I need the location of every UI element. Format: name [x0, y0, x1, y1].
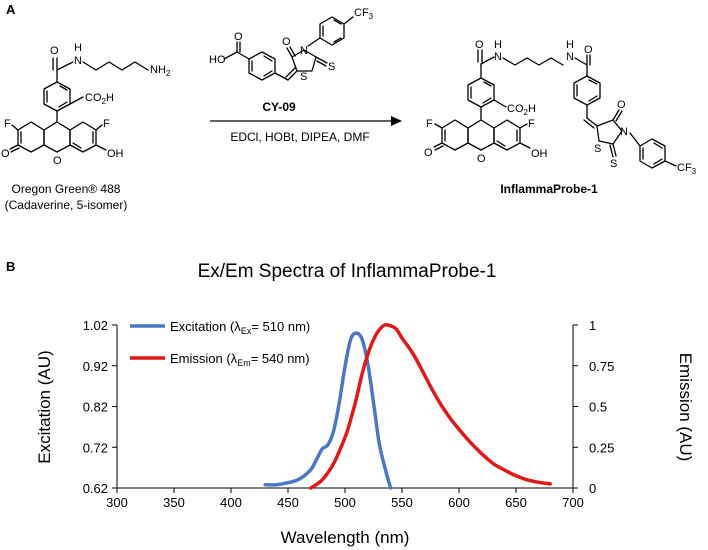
sm-amide-h: H [74, 42, 82, 54]
right-tick-label: 1 [589, 318, 596, 333]
x-tick-labels: 300 350 400 450 500 550 600 650 700 [106, 488, 584, 510]
right-tick-label: 0.5 [589, 400, 607, 415]
cy09-acid-o: O [234, 31, 243, 43]
left-axis-label: Excitation (AU) [35, 350, 54, 463]
product-name: InflammaProbe-1 [500, 182, 598, 196]
x-tick-label: 300 [106, 495, 128, 510]
legend-label-emission: Emission (λEm= 540 nm) [170, 351, 310, 368]
legend: Excitation (λEx= 510 nm) Emission (λEm= … [130, 319, 310, 368]
product-n-left: N [494, 51, 502, 63]
cy09-ring-s: S [300, 71, 307, 83]
excitation-line [263, 331, 393, 490]
right-tick-labels: 0 0.25 0.5 0.75 1 [573, 318, 614, 496]
cy09-structure: HO O O N S S CF3 [209, 7, 374, 83]
product-cf3: CF3 [677, 162, 697, 176]
x-tick-label: 600 [448, 495, 470, 510]
left-tick-label: 0.92 [83, 359, 108, 374]
sm-amide-n: N [74, 55, 82, 67]
product-f-left: F [426, 118, 433, 130]
product-hydroxyl: OH [531, 148, 548, 160]
product-f-right: F [528, 118, 535, 130]
reagent-name: CY-09 [262, 100, 296, 114]
sm-ketone-o: O [1, 148, 10, 160]
product-ring-o: O [477, 153, 486, 165]
product-rhodanine-n: N [620, 126, 628, 138]
x-tick-label: 450 [277, 495, 299, 510]
panel-b-label: B [6, 259, 15, 274]
product-structure: O N H N H O O N S S [424, 39, 697, 176]
product-n-right: N [566, 51, 574, 63]
product-h-right: H [566, 39, 574, 51]
right-axis-label: Emission (AU) [676, 353, 695, 462]
product-rhodanine-o: O [617, 99, 626, 111]
panel-a-label: A [6, 2, 16, 17]
sm-amine: NH2 [150, 64, 171, 78]
cy09-thione-s: S [328, 61, 335, 73]
series-lines [263, 322, 552, 490]
starting-material-subname: (Cadaverine, 5-isomer) [5, 198, 128, 212]
x-tick-label: 650 [505, 495, 527, 510]
starting-material-name: Oregon Green® 488 [12, 182, 121, 196]
left-tick-label: 0.62 [83, 481, 108, 496]
product-ketone-o: O [424, 147, 433, 159]
right-tick-label: 0 [589, 481, 596, 496]
cy09-n: N [300, 45, 308, 57]
legend-label-excitation: Excitation (λEx= 510 nm) [170, 319, 310, 336]
cy09-cf3: CF3 [354, 7, 374, 21]
cy09-ketone-o: O [282, 36, 291, 48]
product-thione-s: S [610, 158, 617, 170]
sm-ring-o: O [53, 155, 62, 167]
product-co2h: CO2H [507, 103, 536, 117]
left-tick-label: 0.82 [83, 400, 108, 415]
chart: 300 350 400 450 500 550 600 650 700 0.62 0.72 0.82… [35, 318, 695, 547]
starting-material-structure: O N H NH2 CO2H F F O O [1, 42, 171, 167]
sm-carbonyl-o: O [50, 45, 59, 57]
right-tick-label: 0.75 [589, 359, 614, 374]
reaction-conditions: EDCl, HOBt, DIPEA, DMF [230, 130, 369, 144]
sm-f-right: F [103, 118, 110, 130]
x-tick-label: 700 [562, 495, 584, 510]
left-tick-label: 1.02 [83, 318, 108, 333]
cy09-ho: HO [209, 54, 226, 66]
reaction-arrowhead [391, 116, 402, 126]
x-tick-label: 500 [334, 495, 356, 510]
left-tick-labels: 0.62 0.72 0.82 0.92 1.02 [83, 318, 117, 496]
sm-f-left: F [4, 118, 11, 130]
x-tick-label: 350 [163, 495, 185, 510]
x-tick-label: 400 [220, 495, 242, 510]
x-tick-label: 550 [391, 495, 413, 510]
product-amide-o-left: O [475, 39, 484, 51]
product-h-left: H [494, 39, 502, 51]
x-axis-label: Wavelength (nm) [281, 528, 410, 547]
right-tick-label: 0.25 [589, 440, 614, 455]
emission-line [309, 322, 552, 490]
chart-title: Ex/Em Spectra of InflammaProbe-1 [198, 261, 497, 282]
sm-co2h: CO2H [85, 92, 114, 106]
product-amide-o-right: O [584, 44, 593, 56]
left-tick-label: 0.72 [83, 440, 108, 455]
sm-hydroxyl: OH [107, 148, 124, 160]
product-rhodanine-s: S [594, 143, 601, 155]
